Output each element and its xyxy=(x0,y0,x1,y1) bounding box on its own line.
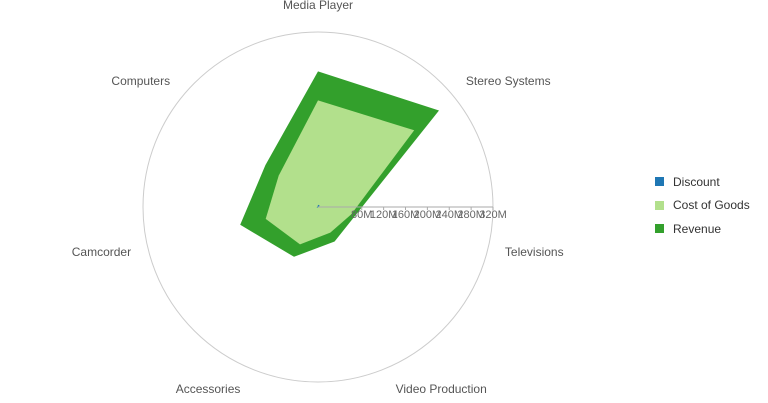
legend-swatch-revenue xyxy=(655,224,664,234)
category-label-computers: Computers xyxy=(111,74,170,88)
series-area-discount[interactable] xyxy=(316,204,320,208)
value-axis-tick-label: 240M xyxy=(435,209,463,221)
legend-item-cost-of-goods[interactable]: Cost of Goods xyxy=(655,194,750,218)
category-label-accessories: Accessories xyxy=(176,382,241,396)
legend: Discount Cost of Goods Revenue xyxy=(655,170,750,241)
category-label-camcorder: Camcorder xyxy=(72,245,131,259)
value-axis-tick-label: 280M xyxy=(457,209,485,221)
category-label-televisions: Televisions xyxy=(505,245,564,259)
value-axis-tick-label: 200M xyxy=(414,209,442,221)
legend-item-discount[interactable]: Discount xyxy=(655,170,750,194)
legend-label-revenue: Revenue xyxy=(673,221,722,236)
legend-item-revenue[interactable]: Revenue xyxy=(655,217,750,241)
category-label-video-production: Video Production xyxy=(396,382,487,396)
legend-swatch-cost-of-goods xyxy=(655,200,664,210)
category-label-stereo-systems: Stereo Systems xyxy=(466,74,551,88)
value-axis-tick-label: 320M xyxy=(479,209,507,221)
category-label-media-player: Media Player xyxy=(283,0,353,12)
legend-label-cost-of-goods: Cost of Goods xyxy=(673,198,750,213)
series-layer xyxy=(240,71,439,257)
value-axis-tick-label: 80M xyxy=(351,209,372,221)
series-area-cost-of-goods[interactable] xyxy=(265,100,415,245)
value-axis-tick-label: 120M xyxy=(370,209,398,221)
value-axis-tick-label: 160M xyxy=(392,209,420,221)
category-labels: Media Player Stereo Systems Televisions Vid… xyxy=(72,0,564,396)
legend-label-discount: Discount xyxy=(673,174,720,189)
legend-swatch-discount xyxy=(655,177,664,187)
